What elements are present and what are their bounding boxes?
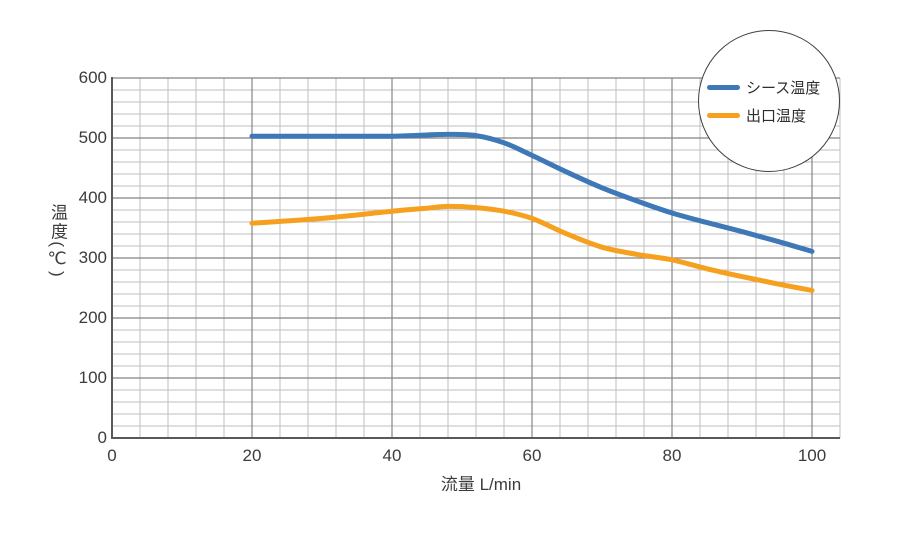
legend-label-sheath: シース温度 [746,79,821,97]
sheath-series-swatch [707,84,740,90]
legend-circle: シース温度 出口温度 [698,30,840,172]
y-tick-label-0: 0 [97,428,107,447]
x-tick-label-0: 0 [107,446,117,465]
y-tick-label-300: 300 [78,248,107,267]
x-axis-title: 流量 L/min [440,475,522,494]
x-tick-label-60: 60 [522,446,542,465]
x-tick-label-80: 80 [662,446,682,465]
x-tick-label-100: 100 [797,446,827,465]
legend-item-outlet-temperature: 出口温度 [707,106,839,125]
axis-lines [111,77,840,439]
y-tick-label-200: 200 [78,308,107,327]
y-tick-label-600: 600 [78,68,107,87]
series-line-outlet-temperature [249,203,815,293]
x-tick-label-40: 40 [382,446,402,465]
legend-item-sheath-temperature: シース温度 [707,78,839,97]
y-tick-label-500: 500 [78,128,107,147]
series-line-sheath-temperature [249,131,815,254]
y-tick-label-400: 400 [78,188,107,207]
outlet-series-swatch [707,112,740,118]
x-tick-label-20: 20 [242,446,262,465]
legend-label-outlet: 出口温度 [746,107,807,125]
y-axis-title: 温度(℃) [48,203,67,279]
y-tick-label-100: 100 [78,368,107,387]
